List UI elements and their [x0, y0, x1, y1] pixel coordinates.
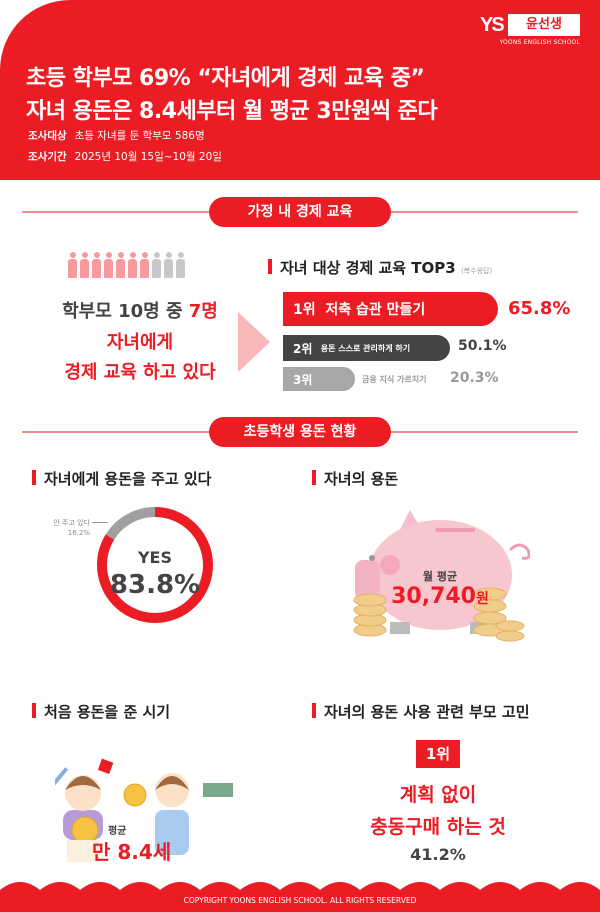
target-label: 조사대상: [28, 130, 67, 142]
worry-line-2: 충동구매 하는 것: [370, 816, 506, 838]
top3-title-text: 자녀 대상 경제 교육 TOP3: [280, 259, 456, 277]
first-allowance-value: 만 8.4세: [92, 840, 172, 864]
arrow-right-icon: [238, 312, 270, 372]
stat-line-2: 자녀에게: [106, 332, 174, 353]
period-value: 2025년 10월 15일~10월 20일: [74, 151, 222, 163]
footer-wave: [0, 882, 600, 912]
allowance-label: 월 평균: [422, 570, 458, 583]
giving-title: 자녀에게 용돈을 주고 있다: [32, 468, 211, 489]
worry-line-1: 계획 없이: [399, 784, 477, 806]
allowance-amount: 30,740원: [370, 584, 510, 609]
first-allowance-title: 처음 용돈을 준 시기: [32, 701, 170, 722]
label: 저축 습관 만들기: [325, 302, 426, 318]
donut-no-value: 16.2%: [67, 529, 90, 537]
unit: 원: [476, 591, 489, 607]
donut-leader-line: [92, 522, 108, 523]
logo-subtitle: YOONS ENGLISH SCHOOL: [499, 39, 580, 46]
top3-value-1: 65.8%: [508, 298, 571, 319]
donut-yes-label: YES: [137, 548, 173, 567]
top3-value-2: 50.1%: [458, 338, 507, 354]
people-icons: [68, 252, 185, 278]
person-icon: [116, 252, 125, 278]
top3-bar-3: 3위: [283, 367, 355, 391]
survey-target: 조사대상 초등 자녀를 둔 학부모 586명: [28, 128, 205, 143]
person-icon: [92, 252, 101, 278]
person-icon: [140, 252, 149, 278]
rank: 2위: [293, 341, 313, 356]
worry-value: 41.2%: [410, 845, 466, 864]
person-icon: [164, 252, 173, 278]
rank: 3위: [293, 372, 313, 387]
top3-bar-1: 1위 저축 습관 만들기: [283, 292, 498, 326]
survey-period: 조사기간 2025년 10월 15일~10월 20일: [28, 149, 222, 164]
top3-note: (복수응답): [460, 267, 493, 275]
worry-rank-badge: 1위: [416, 740, 460, 768]
first-allowance-label: 평균: [108, 826, 127, 837]
person-icon: [152, 252, 161, 278]
logo-mark: YS: [480, 14, 505, 36]
target-value: 초등 자녀를 둔 학부모 586명: [74, 130, 205, 142]
person-icon: [68, 252, 77, 278]
rank: 1위: [293, 302, 316, 318]
section-pill-allowance: 초등학생 용돈 현황: [209, 417, 391, 447]
header-banner: YS 윤선생 YOONS ENGLISH SCHOOL 초등 학부모 69% “…: [0, 0, 600, 180]
footer-copyright: COPYRIGHT YOONS ENGLISH SCHOOL. ALL RIGH…: [183, 896, 417, 905]
amount: 30,740: [391, 584, 476, 609]
top3-value-3: 20.3%: [450, 370, 499, 386]
donut-yes-value: 83.8%: [109, 570, 201, 600]
person-icon: [128, 252, 137, 278]
person-icon: [104, 252, 113, 278]
parent-worry-title: 자녀의 용돈 사용 관련 부모 고민: [312, 701, 530, 722]
top3-title: 자녀 대상 경제 교육 TOP3 (복수응답): [268, 257, 492, 278]
label: 용돈 스스로 관리하게 하기: [320, 343, 411, 353]
stat-line-1: 학부모 10명 중 7명: [20, 297, 260, 323]
stat-highlight: 7명: [188, 301, 218, 322]
logo: YS 윤선생 YOONS ENGLISH SCHOOL: [480, 13, 580, 53]
person-icon: [176, 252, 185, 278]
person-icon: [80, 252, 89, 278]
piggy-bank-icon: [353, 510, 530, 642]
period-label: 조사기간: [28, 151, 67, 163]
headline-1: 초등 학부모 69% “자녀에게 경제 교육 중”: [26, 66, 425, 91]
stat-line-3: 경제 교육 하고 있다: [64, 362, 216, 383]
allowance-title: 자녀의 용돈: [312, 468, 398, 489]
stat-text: 학부모 10명 중: [62, 301, 189, 322]
allowance-donut-chart: [97, 507, 213, 623]
headline-2: 자녀 용돈은 8.4세부터 월 평균 3만원씩 준다: [26, 99, 438, 124]
top3-label-3: 금융 지식 가르치기: [362, 375, 427, 384]
section-pill-home-economy: 가정 내 경제 교육: [209, 197, 391, 227]
donut-no-label: 안 주고 있다: [53, 519, 90, 527]
logo-name: 윤선생: [508, 14, 580, 36]
top3-bar-2: 2위 용돈 스스로 관리하게 하기: [283, 335, 450, 361]
children-illustration: [55, 758, 233, 862]
